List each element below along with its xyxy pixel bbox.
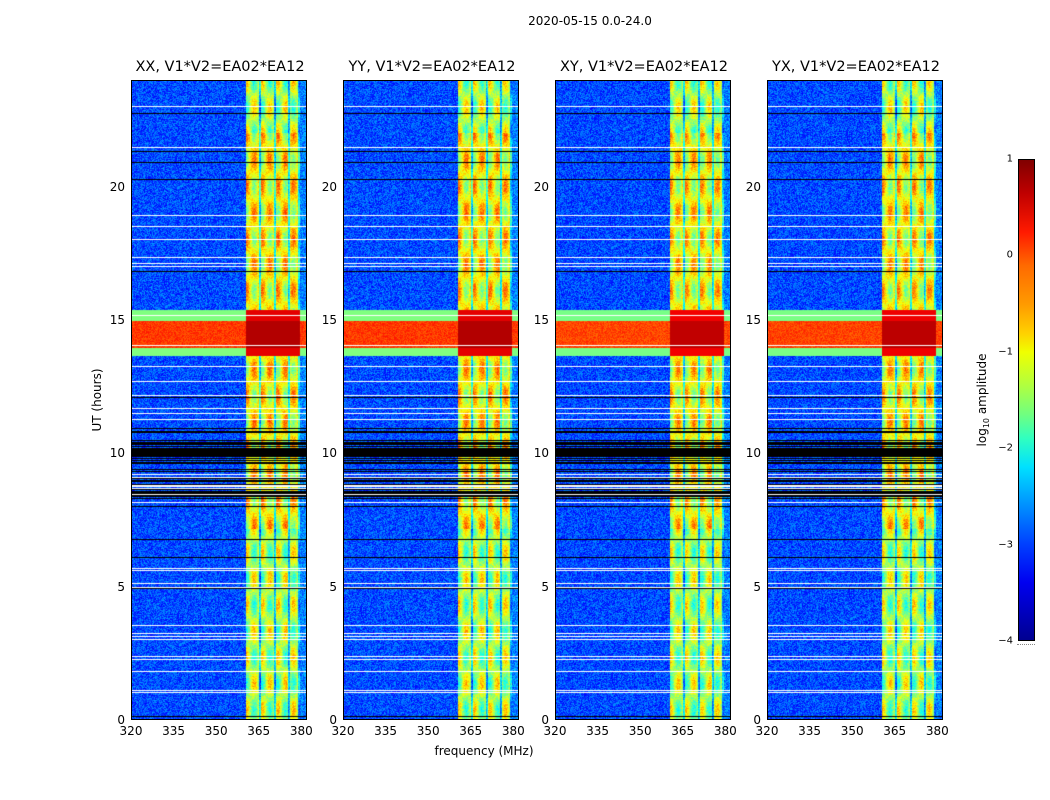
y-tick-label: 5 — [117, 579, 125, 594]
x-tick-label: 335 — [798, 724, 822, 738]
panel-title-xx: XX, V1*V2=EA02*EA12 — [135, 59, 305, 75]
x-tick-label: 335 — [374, 724, 398, 738]
heatmap-yx — [768, 81, 942, 719]
y-tick-label: 15 — [745, 313, 761, 327]
y-tick-label: 20 — [745, 179, 761, 194]
y-tick-label: 5 — [541, 579, 549, 594]
y-tick-label: 20 — [533, 179, 549, 194]
colorbar-label-sub: 10 — [982, 417, 992, 429]
y-tick-label: 0 — [541, 713, 549, 727]
colorbar-extension-marker — [1017, 644, 1035, 645]
x-axis-label: frequency (MHz) — [434, 744, 534, 758]
y-tick-label: 10 — [109, 446, 125, 461]
y-tick-label: 15 — [321, 313, 337, 327]
panel-yx — [767, 80, 943, 720]
colorbar-label: log10 amplitude — [975, 354, 991, 447]
panel-title-yx: YX, V1*V2=EA02*EA12 — [771, 59, 941, 75]
x-tick-label: 380 — [713, 724, 737, 738]
panel-xx — [131, 80, 307, 720]
y-tick-label: 15 — [533, 313, 549, 327]
x-tick-label: 365 — [671, 724, 695, 738]
panel-yy — [343, 80, 519, 720]
x-tick-label: 380 — [289, 724, 313, 738]
panel-xy — [555, 80, 731, 720]
colorbar-tick-label: −1 — [998, 346, 1013, 358]
y-tick-label: 10 — [321, 446, 337, 461]
x-tick-label: 320 — [331, 724, 355, 738]
x-tick-label: 365 — [883, 724, 907, 738]
colorbar — [1018, 159, 1035, 641]
y-axis-label: UT (hours) — [90, 368, 104, 432]
x-tick-label: 320 — [119, 724, 143, 738]
x-tick-label: 380 — [925, 724, 949, 738]
x-tick-label: 365 — [247, 724, 271, 738]
heatmap-yy — [344, 81, 518, 719]
heatmap-xx — [132, 81, 306, 719]
y-tick-label: 0 — [117, 713, 125, 727]
y-tick-label: 10 — [533, 446, 549, 461]
y-tick-label: 5 — [753, 579, 761, 594]
x-tick-label: 350 — [416, 724, 440, 738]
heatmap-xy — [556, 81, 730, 719]
x-tick-label: 350 — [628, 724, 652, 738]
panel-title-yy: YY, V1*V2=EA02*EA12 — [348, 59, 516, 75]
y-tick-label: 20 — [321, 179, 337, 194]
x-tick-label: 350 — [840, 724, 864, 738]
colorbar-tick-label: −2 — [998, 442, 1013, 454]
colorbar-label-suffix: amplitude — [974, 353, 989, 418]
x-tick-label: 335 — [162, 724, 186, 738]
y-tick-label: 5 — [329, 579, 337, 594]
figure-title: 2020-05-15 0.0-24.0 — [528, 14, 652, 28]
x-tick-label: 320 — [543, 724, 567, 738]
x-tick-label: 380 — [501, 724, 525, 738]
y-tick-label: 15 — [109, 313, 125, 327]
y-tick-label: 10 — [745, 446, 761, 461]
y-tick-label: 0 — [753, 713, 761, 727]
y-tick-label: 20 — [109, 179, 125, 194]
colorbar-tick-label: 1 — [1006, 153, 1013, 165]
x-tick-label: 320 — [755, 724, 779, 738]
panel-title-xy: XY, V1*V2=EA02*EA12 — [559, 59, 729, 75]
x-tick-label: 335 — [586, 724, 610, 738]
y-tick-label: 0 — [329, 713, 337, 727]
colorbar-tick-label: 0 — [1006, 249, 1013, 261]
colorbar-label-prefix: log — [974, 428, 989, 447]
x-tick-label: 365 — [459, 724, 483, 738]
colorbar-tick-label: −4 — [998, 635, 1013, 647]
x-tick-label: 350 — [204, 724, 228, 738]
colorbar-tick-label: −3 — [998, 539, 1013, 551]
